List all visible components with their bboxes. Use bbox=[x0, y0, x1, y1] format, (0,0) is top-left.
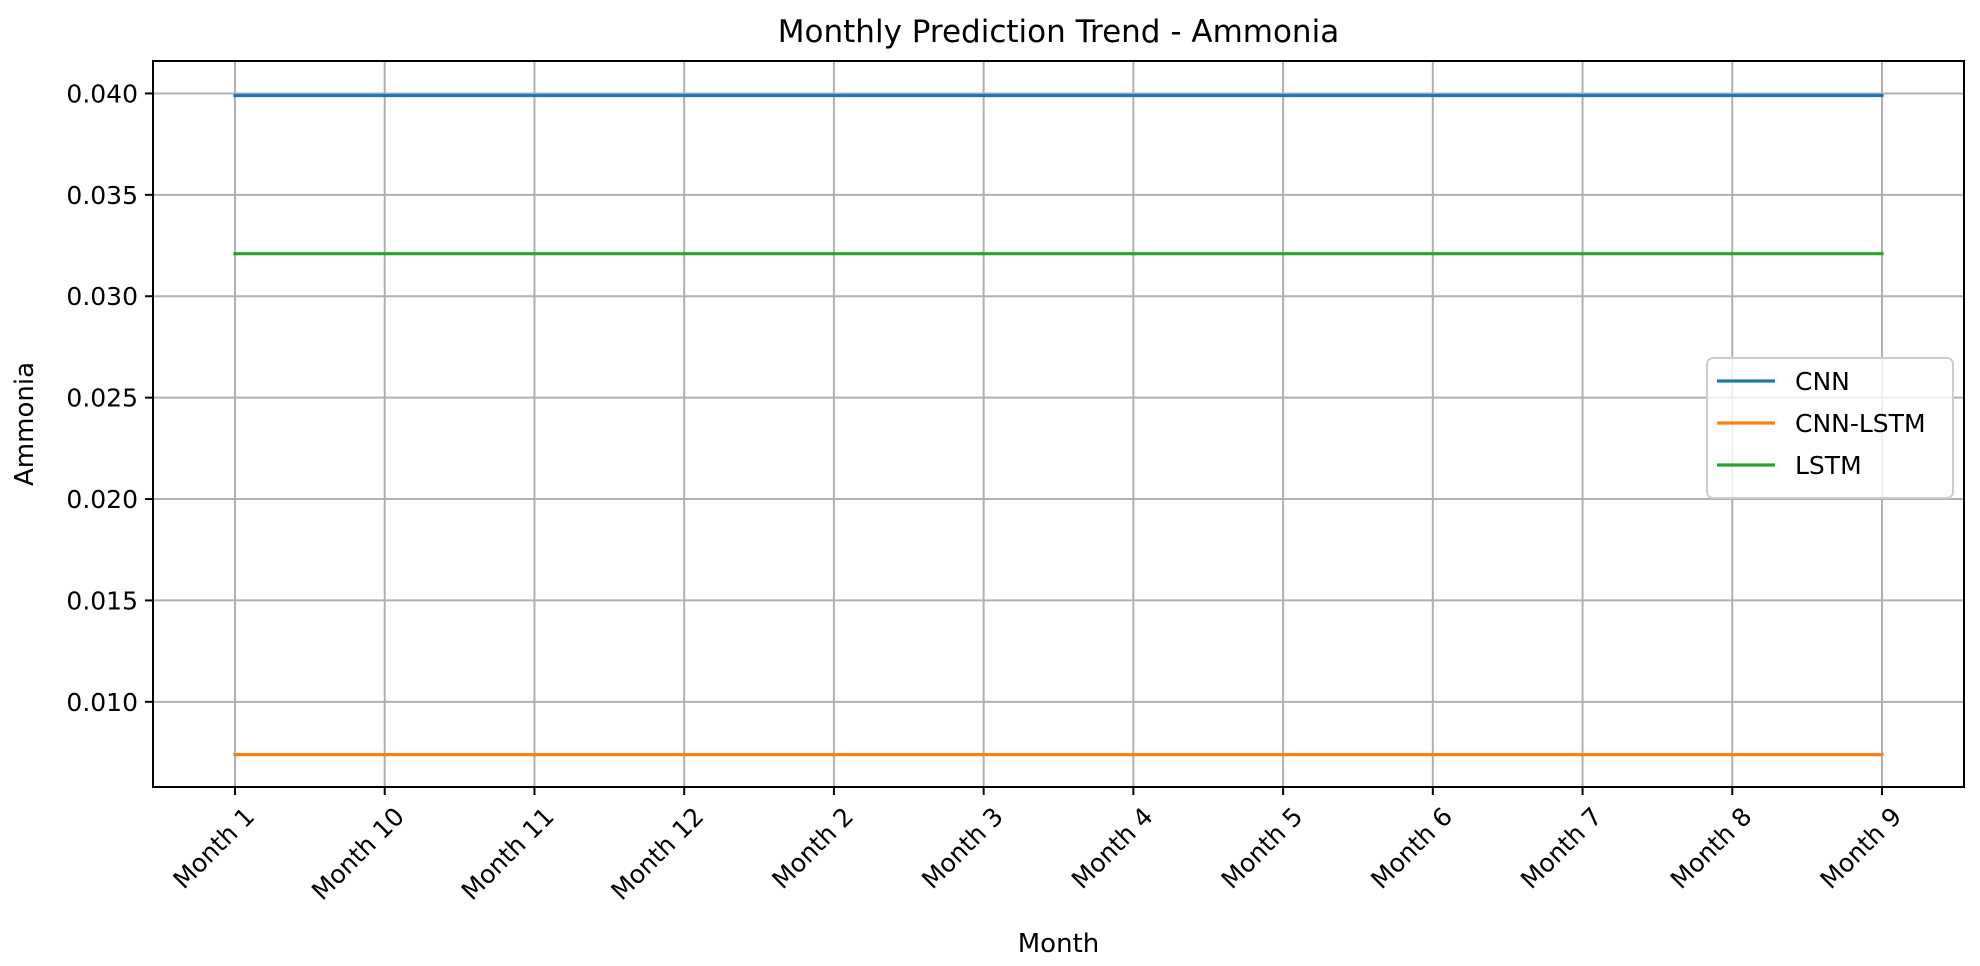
x-tick-label: Month 3 bbox=[916, 802, 1009, 895]
y-tick-label: 0.040 bbox=[66, 79, 138, 108]
x-tick-label: Month 8 bbox=[1665, 802, 1758, 895]
legend-label: CNN bbox=[1795, 367, 1850, 396]
x-tick-label: Month 4 bbox=[1066, 802, 1159, 895]
y-tick-label: 0.035 bbox=[66, 181, 138, 210]
legend-box bbox=[1706, 357, 1954, 499]
legend-label: LSTM bbox=[1795, 451, 1862, 480]
series-layer bbox=[233, 93, 1884, 757]
x-tick-label: Month 2 bbox=[766, 802, 859, 895]
y-axis-ticks: 0.010 0.015 0.020 0.025 0.030 0.035 0.040 bbox=[66, 79, 153, 717]
x-tick-label: Month 9 bbox=[1814, 802, 1907, 895]
y-tick-label: 0.020 bbox=[66, 485, 138, 514]
y-tick-label: 0.025 bbox=[66, 384, 138, 413]
x-tick-label: Month 6 bbox=[1365, 802, 1458, 895]
y-axis-label: Ammonia bbox=[10, 362, 40, 486]
x-tick-label: Month 1 bbox=[167, 802, 260, 895]
legend: CNN CNN-LSTM LSTM bbox=[1706, 357, 1954, 499]
x-tick-label: Month 5 bbox=[1216, 802, 1309, 895]
grid-layer bbox=[153, 61, 1964, 787]
x-tick-label: Month 10 bbox=[306, 802, 410, 906]
x-tick-label: Month 7 bbox=[1515, 802, 1608, 895]
y-tick-label: 0.010 bbox=[66, 688, 138, 717]
axes-frame bbox=[152, 60, 1965, 788]
x-tick-label: Month 12 bbox=[605, 802, 709, 906]
x-tick-label: Month 11 bbox=[456, 802, 560, 906]
x-axis-label: Month bbox=[1018, 929, 1100, 959]
legend-label: CNN-LSTM bbox=[1795, 409, 1926, 438]
y-tick-label: 0.015 bbox=[66, 586, 138, 615]
chart-title: Monthly Prediction Trend - Ammonia bbox=[778, 14, 1339, 50]
y-tick-label: 0.030 bbox=[66, 282, 138, 311]
x-axis-ticks: Month 1 Month 10 Month 11 Month 12 Month 2 Mo… bbox=[167, 787, 1907, 906]
